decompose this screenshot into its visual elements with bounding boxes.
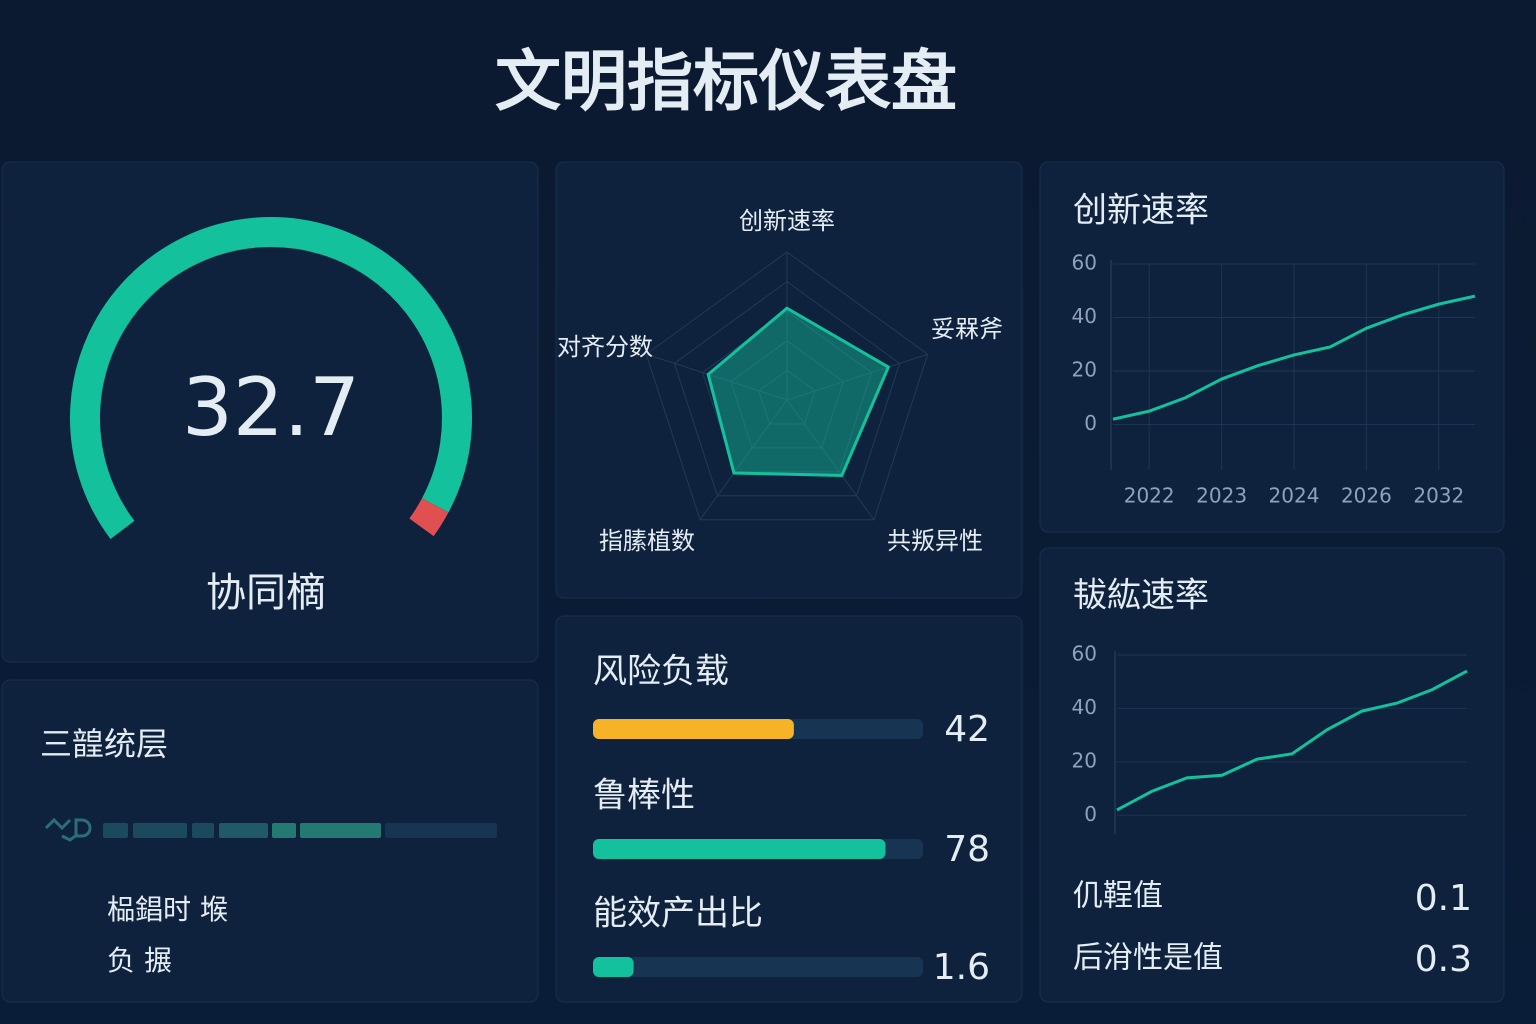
y-tick-label: 60: [1072, 251, 1097, 275]
radar-panel: [555, 161, 1023, 599]
x-tick-label: 2032: [1413, 484, 1464, 508]
segment: [219, 823, 268, 838]
radar-grid: [673, 280, 901, 497]
bar-track: [593, 957, 923, 977]
segment: [192, 823, 214, 838]
x-tick-label: 2024: [1269, 484, 1320, 508]
bar-name: 风险负载: [593, 652, 729, 692]
line: [1112, 294, 1476, 421]
gauge-arc: [70, 217, 472, 539]
layers-segments: [103, 823, 497, 838]
x-tick-label: 2022: [1124, 484, 1175, 508]
page-title: 文明指标仪表盘: [495, 43, 957, 120]
radar-grid: [730, 340, 844, 449]
radar-label: 对齐分数: [557, 333, 653, 361]
y-tick-label: 60: [1072, 642, 1097, 666]
metric-name: 后洕性是值: [1073, 941, 1223, 976]
y-tick-label: 0: [1084, 802, 1097, 826]
y-tick-label: 40: [1072, 304, 1097, 328]
bar-value: 42: [944, 709, 990, 750]
bars-panel: [555, 615, 1023, 1003]
radar-grid: [758, 369, 816, 425]
line-panel: [1039, 547, 1505, 1003]
radar-spoke: [699, 399, 788, 521]
metric-value: 0.1: [1415, 878, 1472, 919]
chart-title: 韨紘速率: [1073, 576, 1209, 616]
gauge-label: 协同樀: [206, 570, 326, 616]
gauge-value: 32.7: [182, 361, 360, 454]
segment: [385, 823, 497, 838]
radar-area: [706, 306, 891, 477]
metric-value: 0.3: [1415, 939, 1472, 980]
segment: [103, 823, 128, 838]
radar-label: 创新速率: [739, 207, 835, 235]
metric-name: 仉鞓值: [1073, 879, 1163, 914]
radar-grid: [701, 310, 873, 473]
radar-label: 指膆植数: [599, 527, 695, 555]
bar-value: 78: [944, 829, 990, 870]
segment: [300, 823, 381, 838]
segment: [272, 823, 296, 838]
layers-line: 榀錩时 堠: [107, 893, 228, 926]
radar-spoke: [646, 353, 788, 401]
chart-title: 创新速率: [1073, 191, 1209, 231]
radar-grid: [645, 251, 929, 521]
radar-label: 妥槑斧: [931, 315, 1003, 343]
radar-label: 共叛异性: [887, 527, 983, 555]
y-tick-label: 20: [1072, 358, 1097, 382]
radar-spoke: [786, 353, 928, 401]
x-tick-label: 2026: [1341, 484, 1392, 508]
radar-spoke: [786, 399, 875, 521]
line-panel: [1039, 161, 1505, 533]
bar: [593, 839, 886, 859]
x-tick-label: 2023: [1196, 484, 1247, 508]
y-tick-label: 20: [1072, 748, 1097, 772]
bar: [593, 719, 794, 739]
bar-name: 能效产出比: [593, 894, 763, 934]
line: [1116, 669, 1468, 812]
segment: [133, 823, 187, 838]
bar: [593, 957, 634, 977]
layers-title: 三韹统层: [40, 725, 168, 763]
layers-panel: [1, 679, 539, 1003]
layers-line: 负 搌: [107, 944, 172, 977]
bar-name: 鲁棒性: [593, 776, 695, 816]
bar-value: 1.6: [933, 947, 990, 988]
gauge-tip: [409, 498, 449, 537]
y-tick-label: 0: [1084, 411, 1097, 435]
layers-icon: [44, 817, 92, 842]
y-tick-label: 40: [1072, 695, 1097, 719]
